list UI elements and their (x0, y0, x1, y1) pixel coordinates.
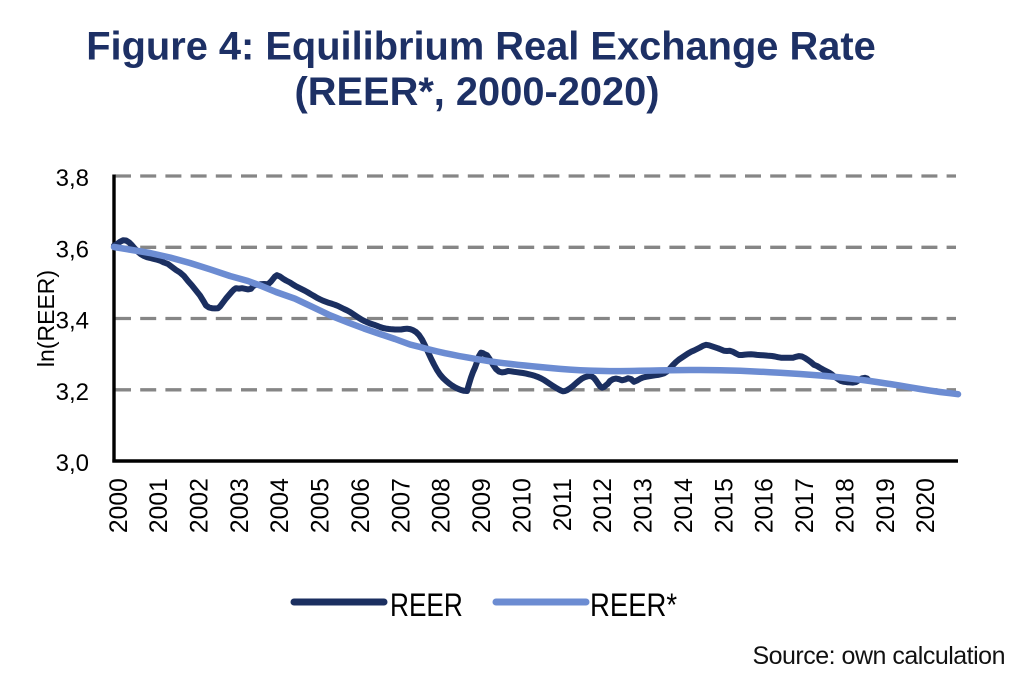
svg-text:Figure 4: Equilibrium Real Exc: Figure 4: Equilibrium Real Exchange Rate (86, 25, 876, 69)
svg-text:2005: 2005 (308, 478, 335, 533)
svg-text:2017: 2017 (792, 478, 819, 533)
svg-text:3,0: 3,0 (56, 450, 89, 477)
svg-text:3,4: 3,4 (56, 308, 89, 335)
svg-text:3,6: 3,6 (56, 236, 89, 263)
svg-text:2004: 2004 (267, 478, 294, 533)
svg-text:2003: 2003 (227, 478, 254, 533)
svg-text:ln(REER): ln(REER) (33, 270, 59, 367)
svg-text:2020: 2020 (913, 478, 940, 533)
svg-text:2016: 2016 (752, 478, 779, 533)
svg-text:2013: 2013 (631, 478, 658, 533)
svg-text:2011: 2011 (550, 478, 577, 531)
svg-text:2000: 2000 (106, 478, 133, 533)
svg-text:2002: 2002 (187, 478, 214, 533)
svg-text:3,2: 3,2 (56, 379, 89, 406)
svg-text:2012: 2012 (590, 478, 617, 533)
svg-text:2008: 2008 (429, 478, 456, 533)
svg-text:2007: 2007 (388, 478, 415, 533)
svg-text:2006: 2006 (348, 478, 375, 533)
svg-text:3,8: 3,8 (56, 165, 89, 192)
svg-text:REER*: REER* (590, 588, 677, 623)
svg-text:2018: 2018 (832, 478, 859, 533)
svg-text:2010: 2010 (510, 478, 537, 533)
svg-text:2014: 2014 (671, 478, 698, 533)
svg-text:(REER*, 2000-2020): (REER*, 2000-2020) (295, 70, 660, 114)
svg-text:2001: 2001 (146, 478, 173, 533)
svg-text:2019: 2019 (873, 478, 900, 533)
svg-text:REER: REER (390, 589, 463, 624)
svg-text:2015: 2015 (711, 478, 738, 533)
svg-text:Source: own calculation: Source: own calculation (752, 642, 1005, 670)
svg-text:2009: 2009 (469, 478, 496, 533)
